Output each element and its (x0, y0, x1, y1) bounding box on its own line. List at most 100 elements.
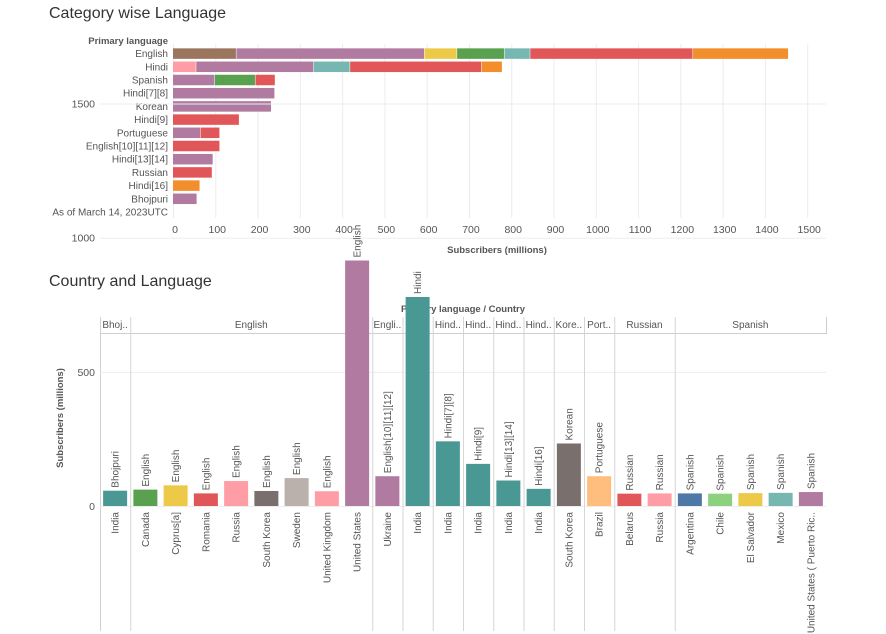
bar-segment (530, 48, 693, 59)
group-header: Russian (626, 320, 662, 331)
bar-segment (173, 114, 239, 125)
group-header: Engli.. (373, 320, 401, 331)
bar-language-label: Russian (625, 455, 636, 491)
x-tick-label: 100 (209, 224, 227, 236)
country-tick-label: India (443, 512, 454, 534)
bar-segment (350, 61, 482, 73)
row-label: Russian (132, 168, 168, 179)
column-bar (617, 493, 642, 506)
x-tick-label: 1400 (755, 224, 779, 236)
group-header: Hindi (406, 320, 429, 331)
bar-language-label: Bhojpuri (111, 451, 122, 488)
country-tick-label: India (474, 512, 485, 534)
y-axis-label: Subscribers (millions) (55, 368, 66, 468)
bar-segment (313, 61, 350, 73)
bar-segment (173, 61, 196, 73)
row-header: Primary language (88, 36, 168, 47)
bar-segment (173, 180, 200, 191)
row-label: English (135, 49, 168, 60)
x-tick-label: 900 (547, 224, 565, 236)
bar-segment (236, 48, 425, 59)
x-tick-label: 1200 (671, 224, 695, 236)
column-bar (193, 493, 218, 506)
country-tick-label: Romania (201, 512, 212, 552)
bar-segment (481, 61, 502, 73)
row-label: Hindi[7][8] (123, 89, 168, 100)
column-bar (556, 443, 581, 506)
country-tick-label: Argentina (685, 512, 696, 555)
x-tick-label: 800 (504, 224, 522, 236)
column-bar (768, 492, 793, 506)
x-tick-label: 300 (293, 224, 311, 236)
bar-segment (457, 48, 504, 59)
bar-language-label: Spanish (806, 453, 817, 489)
x-tick-label: 1300 (713, 224, 737, 236)
row-label: As of March 14, 2023UTC (52, 208, 168, 219)
row-label: Hindi[9] (134, 115, 168, 126)
column-bar (738, 493, 763, 506)
bar-language-label: Spanish (776, 454, 787, 490)
bar-language-label: Hindi[16] (534, 446, 545, 486)
group-header: Kore.. (556, 320, 583, 331)
bar-language-label: Spanish (716, 455, 727, 491)
x-tick-label: 200 (251, 224, 269, 236)
x-tick-label: 0 (172, 224, 178, 236)
row-label: Portuguese (117, 128, 169, 139)
group-header: Hind.. (495, 320, 521, 331)
country-tick-label: Russia (655, 512, 666, 543)
bar-language-label: English (232, 445, 243, 478)
group-header: Hind.. (435, 320, 461, 331)
x-tick-label: 1000 (586, 224, 610, 236)
country-tick-label: India (504, 512, 515, 534)
bar-segment (504, 48, 530, 59)
country-tick-label: United States ( Puerto Ric.. (806, 512, 817, 633)
column-bar (587, 476, 612, 506)
bar-language-label: English (201, 458, 212, 491)
column-bar (224, 481, 249, 506)
x-tick-label: 700 (462, 224, 480, 236)
bar-language-label: English (141, 454, 152, 487)
row-label: Hindi[13][14] (112, 155, 168, 166)
column-bar (466, 463, 491, 506)
column-bar (284, 478, 309, 506)
column-bar (526, 488, 551, 506)
group-header: English (235, 320, 268, 331)
bar-language-label: Spanish (746, 454, 757, 490)
country-tick-label: India (534, 512, 545, 534)
bar-segment (693, 48, 789, 59)
x-tick-label: 1100 (629, 224, 652, 236)
bar-language-label: English (292, 442, 303, 475)
group-header: Bhoj.. (102, 320, 128, 331)
x-tick-label: 500 (378, 224, 396, 236)
column-bar (677, 493, 702, 506)
bar-segment (214, 74, 255, 86)
country-tick-label: Belarus (625, 512, 636, 546)
bar-language-label: Hindi[13][14] (504, 421, 515, 477)
column-bar (375, 476, 400, 506)
bar-segment (173, 167, 212, 178)
bar-language-label: English (262, 455, 273, 488)
row-label: Hindi (145, 62, 168, 73)
country-tick-label: South Korea (564, 512, 575, 568)
country-tick-label: Russia (232, 512, 243, 543)
bar-segment (173, 153, 213, 165)
country-tick-label: Brazil (595, 512, 606, 537)
bar-segment (200, 127, 220, 139)
x-tick-label: 600 (420, 224, 438, 236)
bar-language-label: Portuguese (595, 422, 606, 474)
country-tick-label: Mexico (776, 512, 787, 544)
bar-segment (255, 74, 275, 86)
x-tick-label: 400 (335, 224, 353, 236)
bar-segment (424, 48, 457, 59)
country-tick-label: United Kingdom (322, 512, 333, 583)
country-tick-label: Chile (716, 512, 727, 535)
bottom-sheet-title: Country and Language (49, 273, 212, 290)
group-header: Hind.. (465, 320, 491, 331)
group-header: Hind.. (526, 320, 552, 331)
country-tick-label: United States (353, 512, 364, 572)
country-tick-label: El Salvador (746, 511, 757, 563)
country-tick-label: Canada (141, 512, 152, 547)
country-tick-label: South Korea (262, 512, 273, 568)
column-bar (496, 480, 521, 506)
bar-language-label: Hindi (413, 271, 424, 294)
